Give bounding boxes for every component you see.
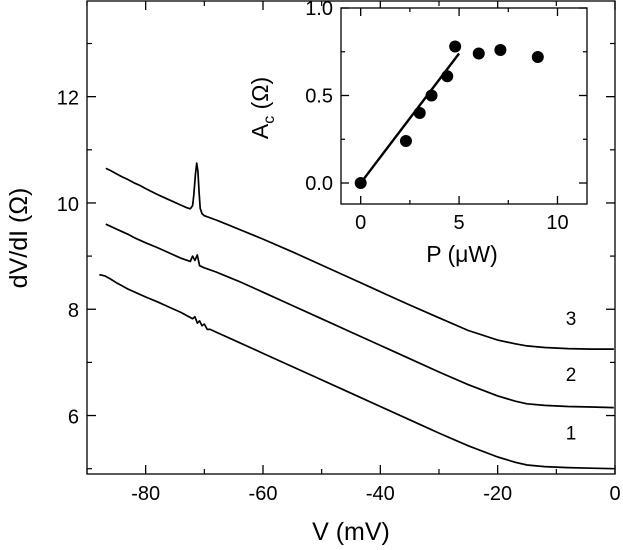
inset-x-tick-label: 10 [546, 212, 568, 234]
curve-1 [99, 273, 614, 470]
inset-data-point [494, 44, 507, 56]
inset-data-point [449, 40, 462, 53]
main-y-tick-label: 8 [68, 300, 79, 322]
inset-data-point [354, 177, 367, 189]
main-series [99, 162, 614, 470]
inset-chart: 0 5 10 0.0 0.5 1.0 P (μW) Ac (Ω) [247, 0, 588, 267]
inset-y-tick-label: 0.5 [305, 86, 333, 108]
inset-data-point [531, 51, 544, 63]
inset-data-point [441, 70, 454, 83]
main-y-tick-label: 12 [57, 88, 79, 110]
curve-2 [105, 223, 614, 409]
main-x-tick-label: -80 [131, 483, 160, 505]
main-y-tick-label: 10 [57, 194, 79, 216]
main-chart: -80 -60 -40 -20 0 6 8 10 12 3 2 1 V (mV) dV/dI (Ω) [5, 0, 621, 546]
inset-y-tick-label: 1.0 [305, 0, 333, 20]
inset-x-axis-label: P (μW) [426, 241, 498, 267]
main-x-tick-label: -60 [249, 483, 278, 505]
inset-ticks: 0 5 10 0.0 0.5 1.0 [305, 0, 587, 234]
curve-label-1: 1 [566, 423, 577, 444]
inset-data-point [425, 89, 438, 102]
inset-y-axis-label-unit: (Ω) [247, 77, 273, 116]
curve-3 [105, 162, 614, 350]
main-annotations: 3 2 1 [566, 309, 577, 444]
inset-data-point [413, 107, 426, 119]
main-plot-frame [86, 0, 616, 475]
inset-y-tick-label: 0.0 [305, 173, 333, 195]
inset-y-axis-label-subscript: c [261, 116, 278, 124]
inset-series [354, 40, 544, 189]
main-y-tick-label: 6 [68, 407, 79, 429]
inset-data-point [472, 47, 485, 60]
main-y-axis-label: dV/dI (Ω) [5, 188, 33, 289]
inset-data-point [399, 135, 412, 147]
curve-label-2: 2 [566, 365, 577, 386]
inset-plot-frame [340, 7, 588, 205]
main-x-tick-label: -20 [483, 483, 512, 505]
main-x-axis-label: V (mV) [312, 518, 390, 546]
curve-label-3: 3 [566, 309, 577, 330]
inset-y-axis-label-main: A [247, 123, 273, 139]
main-x-tick-label: -40 [366, 483, 395, 505]
inset-x-tick-label: 0 [355, 212, 366, 234]
inset-y-axis-label: Ac (Ω) [247, 77, 278, 139]
main-x-tick-label: 0 [609, 483, 620, 505]
inset-x-tick-label: 5 [454, 212, 465, 234]
